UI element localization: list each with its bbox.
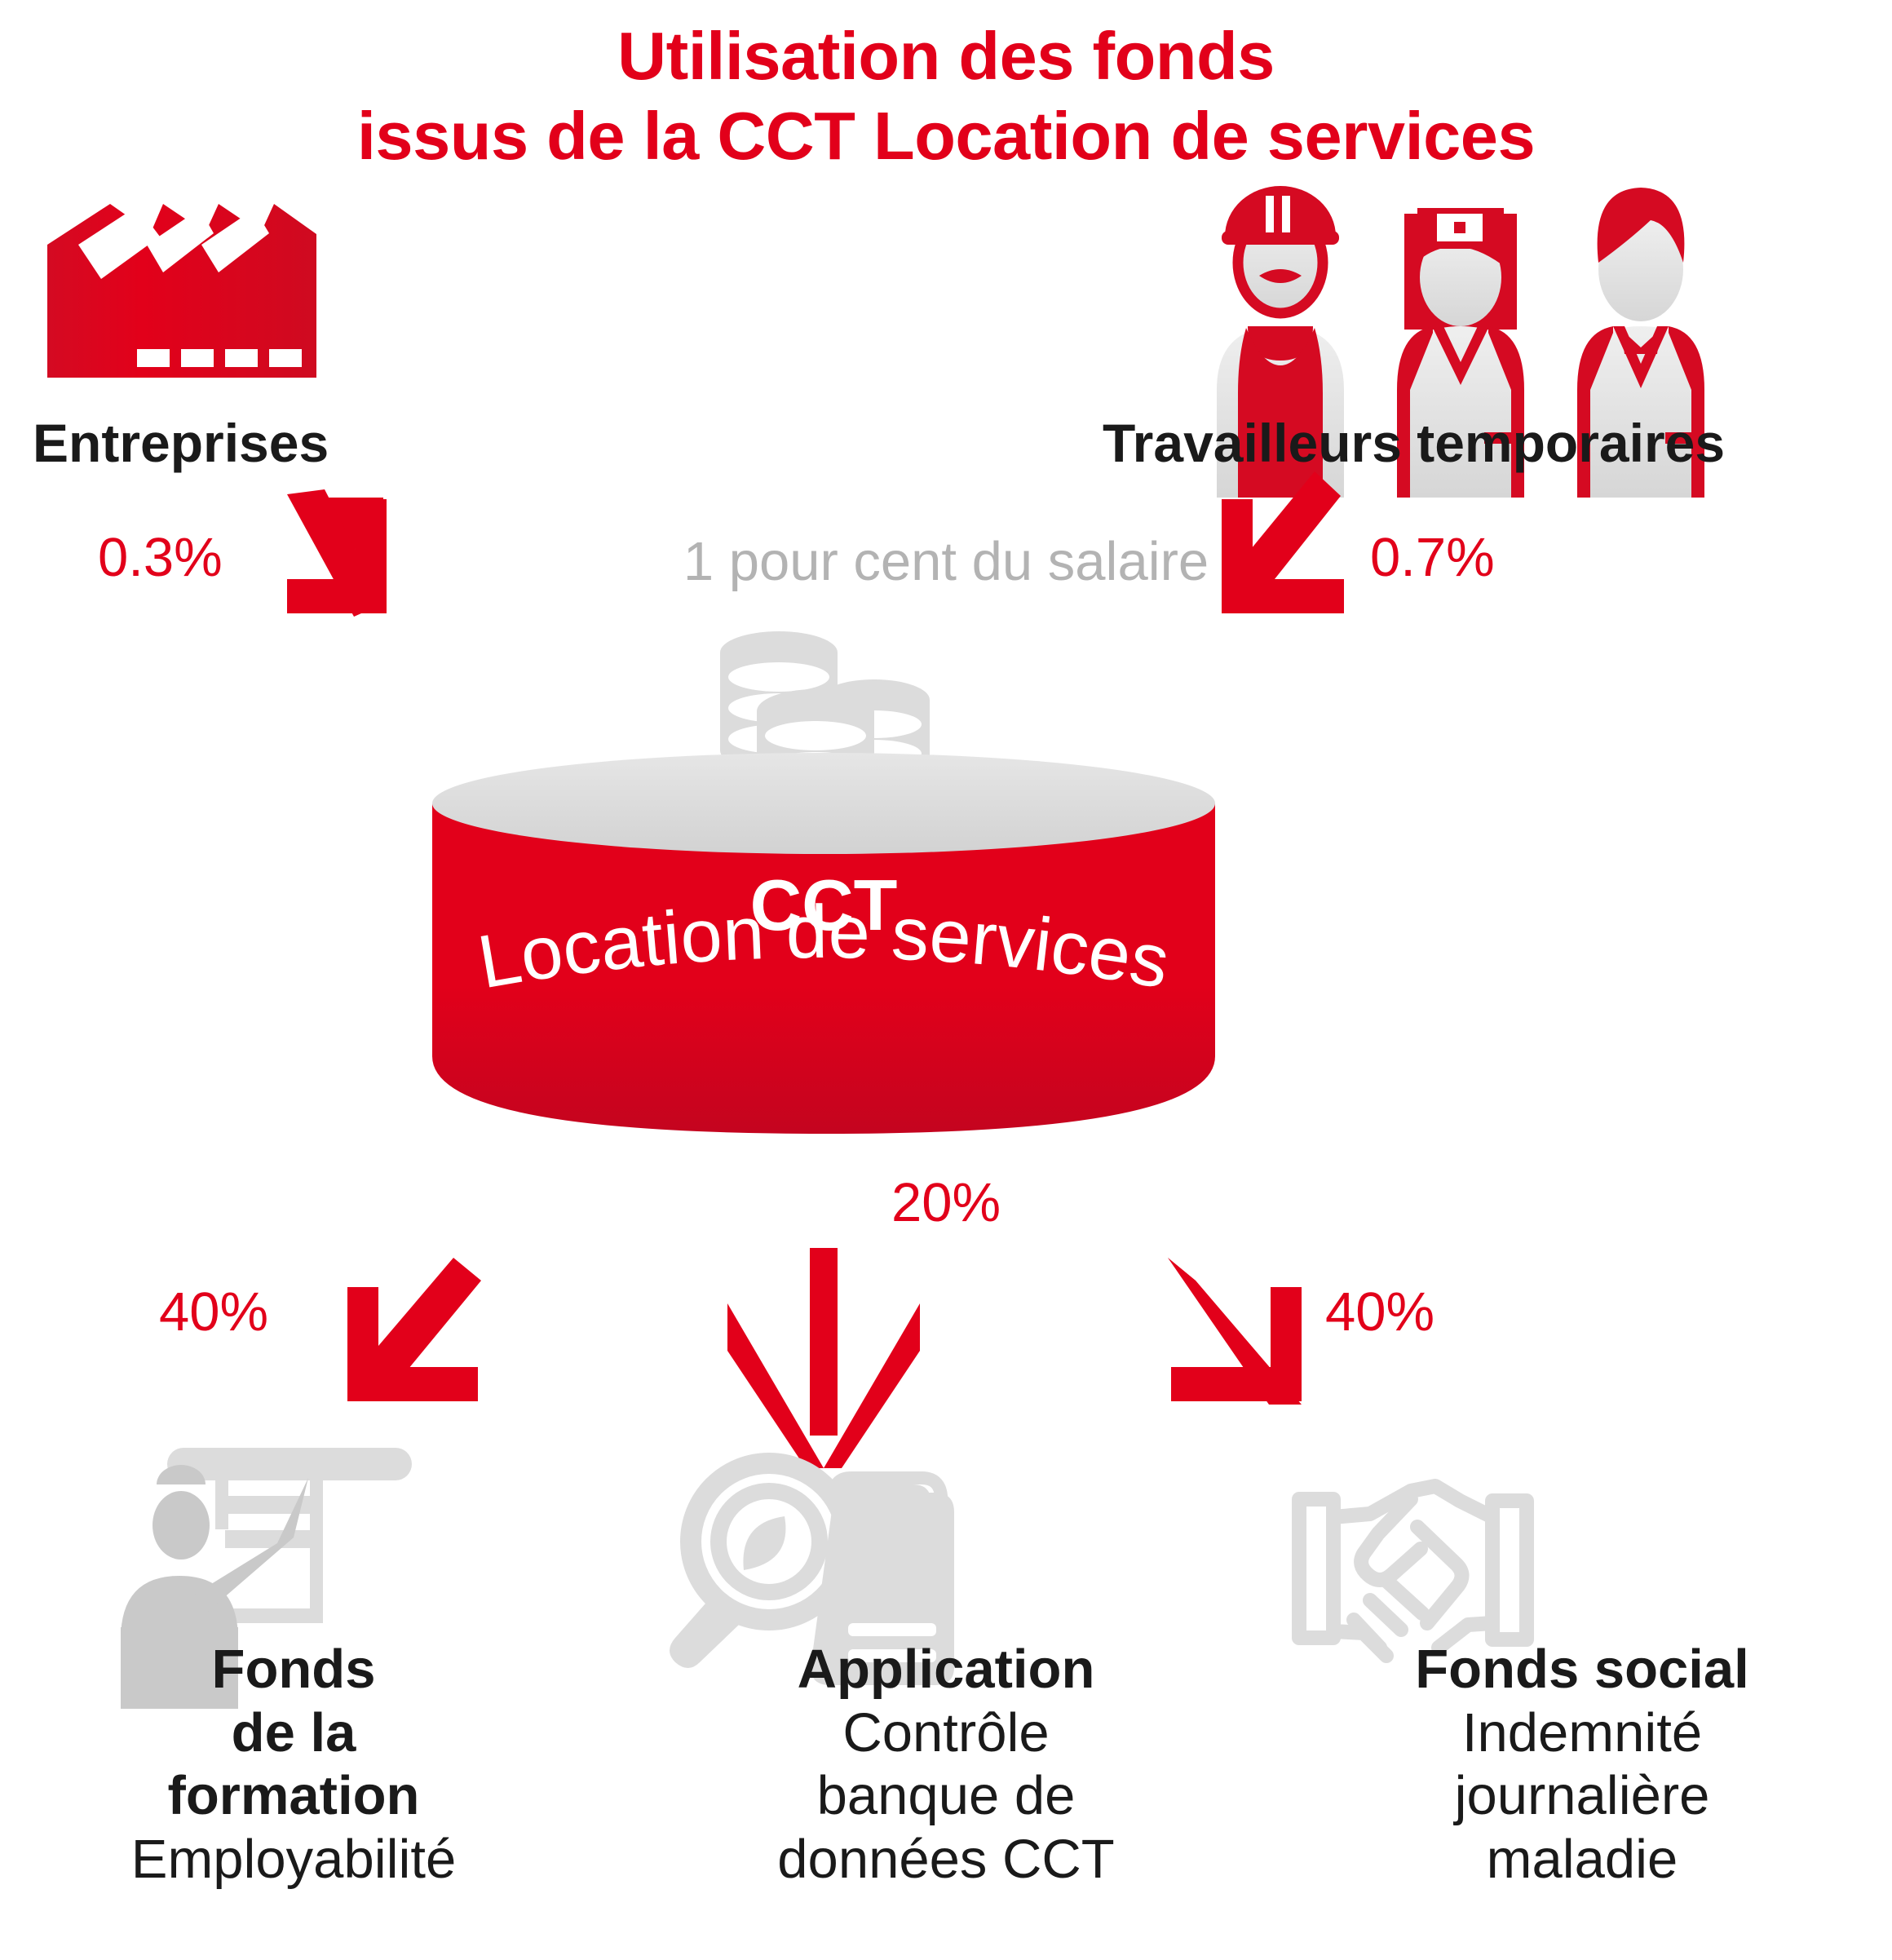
arrow-down-left-travailleurs-icon <box>1222 471 1344 613</box>
sub-line: maladie <box>1486 1829 1678 1891</box>
cct-fund-cylinder <box>432 753 1215 1134</box>
sub-line: Indemnité <box>1461 1701 1703 1763</box>
heading-line: de la <box>231 1701 356 1763</box>
percent-social: 40% <box>1325 1281 1435 1343</box>
source-label-travailleurs: Travailleurs temporaires <box>1103 413 1726 473</box>
output-heading-application: Application <box>636 1638 1256 1701</box>
sub-line: Employabilité <box>130 1829 457 1891</box>
arrow-down-application-icon <box>727 1248 920 1468</box>
heading-line: Application <box>797 1639 1095 1700</box>
salary-note: 1 pour cent du salaire <box>683 531 1209 592</box>
heading-line: formation <box>167 1765 420 1827</box>
output-sub-application: Contrôle banque de données CCT <box>636 1701 1256 1891</box>
heading-line: Fonds <box>211 1639 376 1700</box>
title-line-2: issus de la CCT Location de services <box>356 97 1536 174</box>
output-sub-formation: Employabilité <box>0 1828 603 1891</box>
magnifier-folder-icon <box>670 1453 954 1685</box>
percent-entreprises: 0.3% <box>98 527 223 588</box>
factory-icon <box>45 204 316 383</box>
sub-line: données CCT <box>777 1829 1115 1891</box>
output-column-formation: Fonds de la formation Employabilité <box>0 1638 603 1891</box>
title-line-1: Utilisation des fonds <box>617 18 1275 94</box>
source-label-entreprises: Entreprises <box>33 413 329 473</box>
arrow-down-left-formation-icon <box>347 1258 481 1401</box>
percent-travailleurs: 0.7% <box>1370 527 1495 588</box>
training-board-icon <box>121 1448 412 1709</box>
sub-line: Contrôle <box>842 1701 1050 1763</box>
handshake-icon <box>1292 1479 1534 1663</box>
medical-worker-icon <box>1397 208 1524 498</box>
output-heading-social: Fonds social <box>1272 1638 1892 1701</box>
output-column-application: Application Contrôle banque de données C… <box>636 1638 1256 1891</box>
percent-application: 20% <box>891 1172 1001 1233</box>
heading-line: Fonds social <box>1415 1639 1749 1700</box>
office-worker-icon <box>1577 188 1704 498</box>
sub-line: journalière <box>1454 1765 1710 1827</box>
sub-line: banque de <box>816 1765 1076 1827</box>
construction-worker-icon <box>1217 186 1344 498</box>
output-column-social: Fonds social Indemnité journalière malad… <box>1272 1638 1892 1891</box>
arrow-down-right-entreprises-icon <box>285 489 387 617</box>
arrow-down-right-social-icon <box>1168 1258 1302 1405</box>
workers-group-icon <box>1217 186 1704 498</box>
page-title: Utilisation des fonds issus de la CCT Lo… <box>0 16 1892 176</box>
output-heading-formation: Fonds de la formation <box>0 1638 603 1828</box>
output-sub-social: Indemnité journalière maladie <box>1272 1701 1892 1891</box>
percent-formation: 40% <box>159 1281 269 1343</box>
cct-fund-title: CCT <box>750 865 898 945</box>
